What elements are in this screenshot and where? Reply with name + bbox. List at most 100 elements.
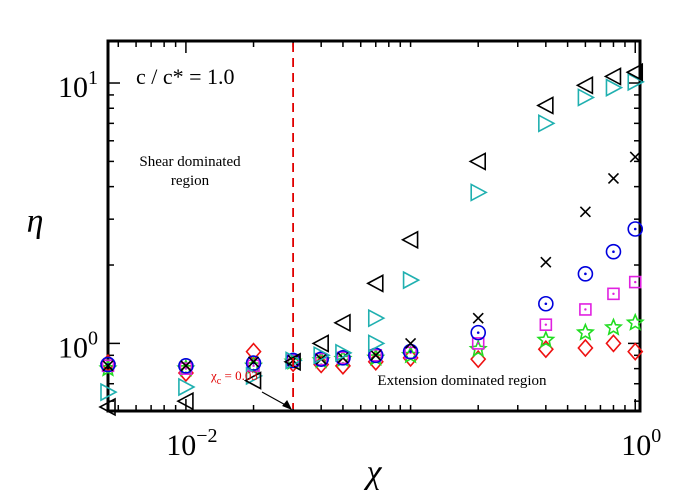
- square-marker: [628, 275, 642, 289]
- diamond-marker: [605, 334, 622, 353]
- circle-ring: [577, 266, 594, 282]
- cross-marker: [102, 360, 114, 372]
- square-marker: [539, 318, 553, 331]
- square-box: [336, 351, 350, 365]
- square-box: [471, 337, 485, 350]
- shear-region-label: Shear dominated: [139, 154, 241, 170]
- plot-frame: [106, 39, 642, 413]
- square-dot: [584, 308, 587, 311]
- axis-ticks: [108, 41, 640, 411]
- cross-marker: [579, 206, 591, 218]
- circle-ring: [245, 355, 262, 371]
- shear-region-label: region: [171, 173, 210, 189]
- circle-dot: [544, 302, 548, 306]
- left-triangle-marker: [625, 62, 644, 82]
- circle-ring: [627, 221, 644, 237]
- right-triangle-marker: [178, 377, 196, 397]
- right-triangle-marker: [367, 334, 386, 353]
- circle-ring: [402, 343, 419, 360]
- right-triangle-marker: [245, 366, 264, 386]
- x-axis-title: χ: [364, 454, 383, 491]
- circle-dot: [633, 227, 637, 231]
- y-tick-label: 100: [58, 327, 98, 364]
- left-triangle-marker: [468, 152, 487, 171]
- data-marks: [98, 62, 645, 417]
- y-axis-title: η: [27, 203, 44, 240]
- right-triangle-marker: [538, 114, 556, 133]
- left-triangle-marker: [366, 274, 384, 293]
- circle-ring: [178, 358, 194, 374]
- extension-region-label: Extension dominated region: [377, 373, 547, 389]
- cross-marker: [472, 312, 484, 324]
- critical-arrowhead: [282, 400, 293, 410]
- diamond-marker: [627, 342, 644, 361]
- cross-marker: [607, 172, 620, 185]
- right-triangle-marker: [605, 78, 624, 97]
- circle-marker: [627, 221, 644, 237]
- right-triangle-marker: [402, 270, 421, 290]
- left-triangle-marker: [536, 96, 554, 115]
- concentration-label: c / c* = 1.0: [136, 64, 235, 89]
- circle-marker: [402, 343, 419, 360]
- left-triangle-marker: [603, 67, 622, 86]
- circle-ring: [100, 356, 116, 373]
- right-triangle-marker: [627, 72, 645, 92]
- left-triangle-marker: [400, 230, 419, 250]
- star-marker: [575, 322, 595, 341]
- cross-marker: [629, 151, 641, 163]
- square-marker: [471, 337, 485, 350]
- left-triangle-marker: [333, 313, 351, 333]
- square-marker: [579, 303, 592, 316]
- left-triangle-marker: [575, 75, 594, 95]
- square-dot: [184, 367, 188, 370]
- left-triangle-marker: [243, 371, 262, 390]
- right-triangle-marker: [100, 382, 118, 402]
- square-dot: [252, 364, 255, 368]
- square-dot: [477, 342, 480, 345]
- circle-marker: [470, 324, 487, 341]
- diamond-marker: [577, 338, 594, 358]
- cross-marker: [247, 356, 260, 368]
- left-triangle-marker: [311, 334, 329, 353]
- y-tick-label: 101: [58, 67, 98, 104]
- right-triangle-marker: [367, 308, 386, 328]
- right-triangle-marker: [335, 343, 353, 363]
- square-box: [628, 275, 642, 289]
- square-marker: [179, 362, 193, 375]
- square-box: [607, 287, 620, 301]
- square-dot: [634, 280, 637, 284]
- star-marker: [536, 329, 556, 349]
- cross-marker: [405, 337, 417, 349]
- circle-dot: [409, 350, 412, 353]
- left-triangle-marker: [176, 391, 194, 411]
- cross-marker: [180, 360, 192, 372]
- square-box: [539, 318, 553, 331]
- square-box: [369, 349, 383, 362]
- axis-tick-labels: 10−2 100 100 101: [58, 67, 661, 462]
- left-triangle-marker: [98, 397, 116, 417]
- square-dot: [544, 323, 548, 326]
- annotations: c / c* = 1.0 Shear dominated region Extensi…: [136, 43, 547, 410]
- cross-marker: [540, 256, 552, 268]
- critical-chi-label: χc = 0.03: [210, 368, 258, 387]
- square-dot: [612, 292, 615, 296]
- star-marker: [603, 317, 624, 336]
- square-box: [314, 352, 328, 366]
- x-tick-label: 100: [621, 425, 661, 462]
- circle-dot: [584, 272, 587, 276]
- square-box: [579, 303, 592, 316]
- star-marker: [625, 312, 645, 331]
- right-triangle-marker: [313, 345, 331, 365]
- right-triangle-marker: [577, 88, 596, 107]
- circle-dot: [476, 331, 480, 334]
- x-tick-label: 10−2: [166, 425, 217, 462]
- circle-marker: [605, 243, 622, 260]
- circle-dot: [612, 250, 615, 253]
- square-box: [179, 362, 193, 375]
- right-triangle-marker: [470, 183, 488, 202]
- circle-marker: [577, 266, 594, 282]
- cross-marker: [370, 349, 382, 361]
- circle-ring: [538, 295, 554, 312]
